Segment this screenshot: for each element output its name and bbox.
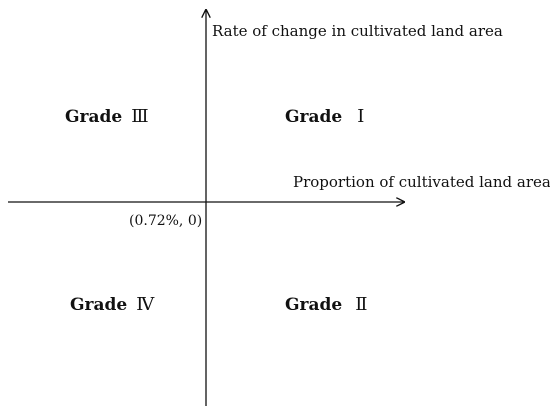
y-axis-label: Rate of change in cultivated land area (212, 22, 503, 40)
x-axis-label: Proportion of cultivated land area (293, 173, 550, 191)
quadrant-grade-1: Grade Ⅰ (285, 106, 364, 127)
quadrant-grade-3-word: Grade (65, 107, 122, 127)
quadrant-grade-2-numeral: Ⅱ (355, 294, 367, 315)
quadrant-grade-2: Grade Ⅱ (285, 294, 368, 315)
quadrant-grade-1-word: Grade (285, 107, 342, 127)
quadrant-grade-4-word: Grade (70, 295, 127, 315)
quadrant-grade-2-word: Grade (285, 295, 342, 315)
quadrant-grade-4-numeral: Ⅳ (136, 294, 155, 315)
quadrant-grade-3-numeral: Ⅲ (131, 106, 148, 127)
quadrant-grade-4: Grade Ⅳ (70, 294, 155, 315)
origin-label: (0.72%, 0) (129, 213, 202, 229)
quadrant-grade-1-numeral: Ⅰ (357, 106, 364, 127)
quadrant-grade-3: Grade Ⅲ (65, 106, 149, 127)
